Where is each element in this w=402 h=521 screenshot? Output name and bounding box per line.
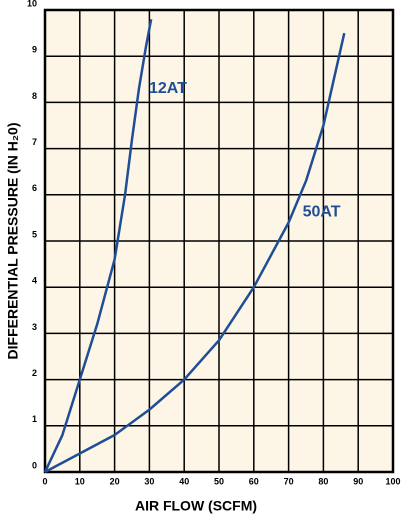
y-tick-label: 0 bbox=[32, 460, 37, 470]
y-tick-label: 6 bbox=[32, 183, 37, 193]
x-tick-label: 0 bbox=[42, 476, 47, 486]
y-tick-label: 3 bbox=[32, 322, 37, 332]
y-tick-label: 8 bbox=[32, 91, 37, 101]
x-tick-label: 100 bbox=[385, 476, 400, 486]
y-tick-label: 1 bbox=[32, 414, 37, 424]
series-label: 12AT bbox=[149, 80, 187, 97]
x-tick-label: 50 bbox=[214, 476, 224, 486]
series-label: 50AT bbox=[303, 204, 341, 221]
plot-frame bbox=[43, 8, 395, 474]
curve bbox=[44, 32, 346, 474]
y-tick-label: 2 bbox=[32, 368, 37, 378]
y-tick-label: 4 bbox=[32, 276, 37, 286]
x-tick-label: 80 bbox=[318, 476, 328, 486]
x-tick-label: 60 bbox=[249, 476, 259, 486]
y-axis-label: DIFFERENTIAL PRESSURE (IN H₂0) bbox=[5, 123, 21, 360]
x-axis-label: AIR FLOW (SCFM) bbox=[135, 498, 257, 514]
y-tick-label: 10 bbox=[27, 0, 37, 8]
y-tick-label: 5 bbox=[32, 229, 37, 239]
x-tick-label: 90 bbox=[353, 476, 363, 486]
x-tick-label: 40 bbox=[179, 476, 189, 486]
x-tick-label: 20 bbox=[110, 476, 120, 486]
x-tick-label: 30 bbox=[144, 476, 154, 486]
curve bbox=[43, 19, 153, 473]
x-tick-label: 70 bbox=[284, 476, 294, 486]
y-tick-label: 7 bbox=[32, 137, 37, 147]
x-tick-label: 10 bbox=[75, 476, 85, 486]
y-tick-label: 9 bbox=[32, 45, 37, 55]
